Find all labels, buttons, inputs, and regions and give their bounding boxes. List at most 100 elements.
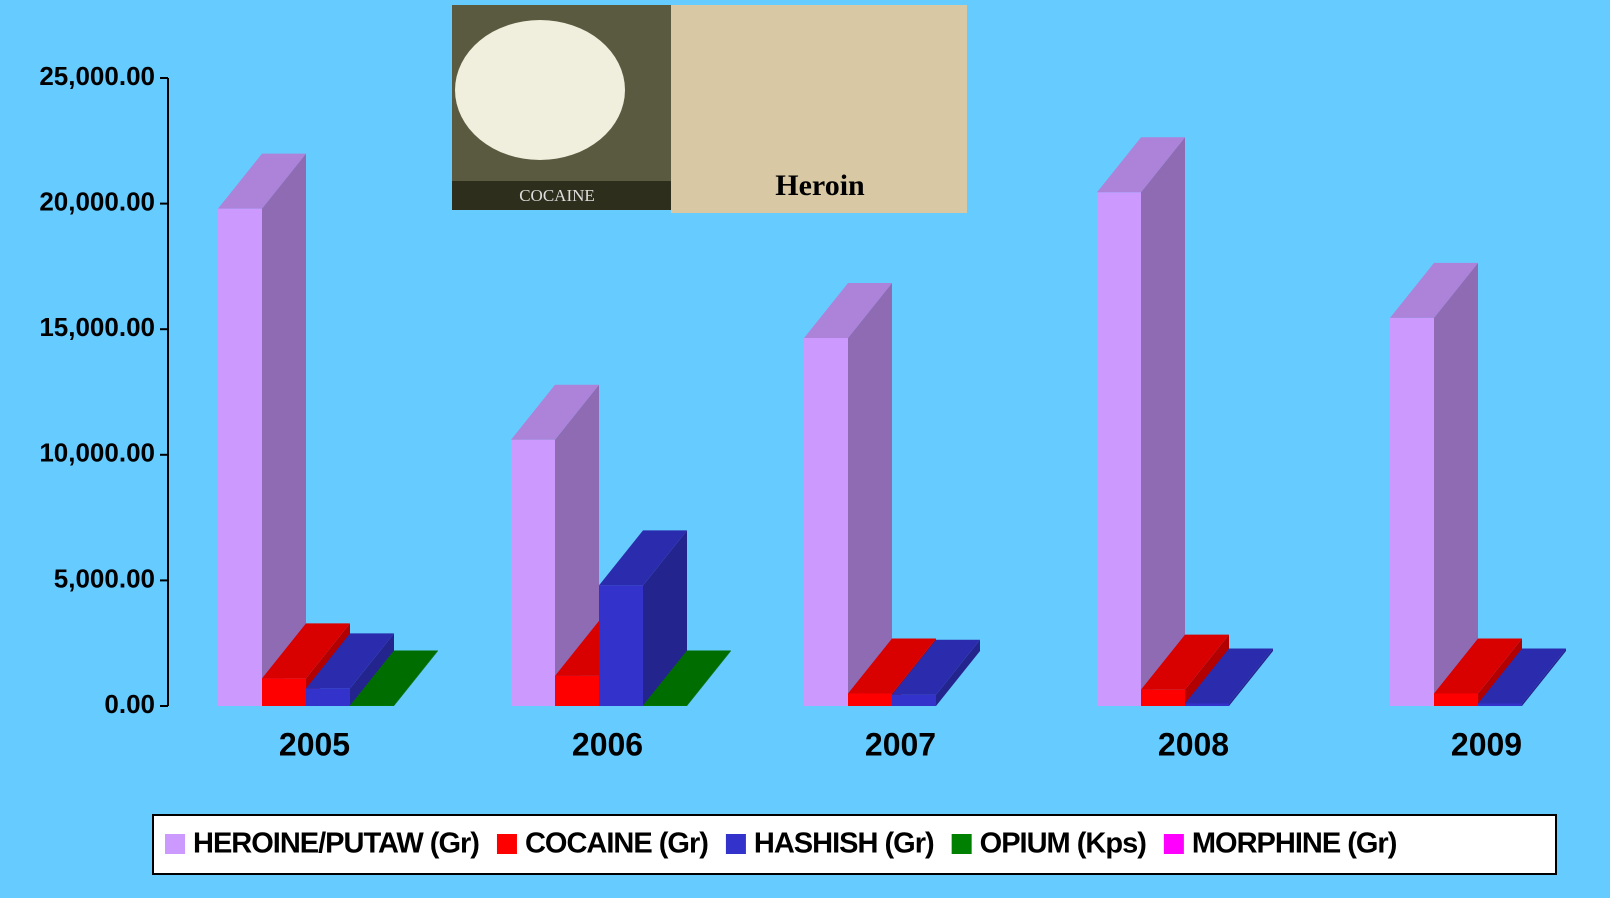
bar	[1478, 648, 1566, 706]
bar-side	[1522, 648, 1566, 706]
legend-label: OPIUM (Kps)	[980, 828, 1147, 860]
powder	[455, 20, 625, 160]
bar-top	[350, 650, 438, 706]
bar-side	[1434, 262, 1478, 706]
bar-side	[731, 651, 775, 706]
bar-top	[511, 384, 599, 440]
bar-side	[1141, 137, 1185, 706]
bar-front	[1478, 703, 1522, 706]
bar-side	[1478, 638, 1522, 706]
y-tick-label: 15,000.00	[39, 312, 155, 342]
bar-front	[1141, 689, 1185, 706]
bar-side	[1229, 648, 1273, 706]
bar-top	[1478, 648, 1566, 704]
bar-front	[511, 439, 555, 706]
image-label: COCAINE	[519, 186, 595, 205]
bar-top	[262, 623, 350, 679]
bar-side	[1566, 651, 1610, 706]
bar-top	[804, 282, 892, 338]
y-tick-label: 10,000.00	[39, 438, 155, 468]
bar-side	[350, 633, 394, 706]
y-tick-label: 25,000.00	[39, 61, 155, 91]
bar	[1024, 651, 1068, 706]
bar-front	[555, 675, 599, 706]
legend-swatch	[951, 834, 972, 854]
bar-side	[555, 384, 599, 706]
bar-top	[306, 633, 394, 689]
bar	[1185, 648, 1273, 706]
bar-side	[394, 650, 438, 706]
bar-front	[643, 705, 687, 706]
bar-side	[1024, 651, 1068, 706]
bar	[511, 384, 599, 706]
bar-top	[1390, 262, 1478, 318]
bar-front	[848, 693, 892, 706]
bar-side	[262, 153, 306, 706]
bar	[1141, 634, 1229, 706]
bar-front	[1097, 192, 1141, 706]
bar	[643, 650, 731, 706]
bar	[1434, 638, 1522, 706]
bar-top	[1434, 638, 1522, 694]
bar-front	[892, 694, 936, 706]
legend-label: HASHISH (Gr)	[754, 828, 934, 860]
bar	[350, 650, 438, 706]
bar-front	[262, 678, 306, 706]
legend-swatch	[496, 834, 517, 854]
bar-front	[1434, 693, 1478, 706]
bar-front	[1390, 317, 1434, 706]
bar-side	[687, 650, 731, 706]
image-label: Heroin	[775, 169, 865, 202]
bar-top	[848, 638, 936, 694]
bar-front	[599, 585, 643, 706]
bar-top	[1141, 634, 1229, 690]
bar	[1273, 651, 1317, 706]
bar-front	[804, 337, 848, 706]
legend-swatch	[725, 834, 746, 854]
legend-label: HEROINE/PUTAW (Gr)	[193, 828, 479, 860]
bar	[218, 153, 306, 706]
bar-front	[218, 208, 262, 706]
legend-box	[152, 814, 1557, 875]
bar-top	[1185, 648, 1273, 704]
y-tick-label: 5,000.00	[54, 563, 155, 593]
heroin-photo	[671, 5, 967, 213]
bar	[306, 633, 394, 706]
legend-label: MORPHINE (Gr)	[1192, 828, 1397, 860]
bar-top	[892, 639, 980, 695]
bar	[1317, 651, 1361, 706]
caption-band	[452, 181, 671, 210]
y-tick-label: 0.00	[104, 689, 155, 719]
bar	[892, 639, 980, 706]
legend-swatch	[165, 834, 185, 854]
bar-top	[218, 153, 306, 209]
bar-top	[599, 530, 687, 586]
bar-side	[1273, 651, 1317, 706]
bar	[804, 282, 892, 706]
bar	[1390, 262, 1478, 706]
bar-top	[1097, 137, 1185, 193]
photo-inset: COCAINE Heroin	[452, 5, 967, 213]
bar-side	[980, 651, 1024, 706]
x-tick-label: 2005	[279, 726, 350, 762]
bar-side	[643, 530, 687, 706]
bar	[731, 651, 775, 706]
bar-top	[643, 650, 731, 706]
bar	[980, 651, 1024, 706]
bar	[599, 530, 687, 706]
y-tick-label: 20,000.00	[39, 186, 155, 216]
x-tick-label: 2006	[572, 726, 643, 762]
legend-label: COCAINE (Gr)	[525, 828, 708, 860]
bar-front	[1185, 703, 1229, 706]
x-tick-label: 2007	[865, 726, 936, 762]
legend-swatch	[1163, 834, 1184, 854]
bar-front	[350, 705, 394, 706]
bar-side	[438, 651, 482, 706]
bar	[1097, 137, 1185, 706]
bar-front	[306, 688, 350, 706]
bar-side	[1185, 634, 1229, 706]
bar	[1566, 651, 1610, 706]
bar-side	[848, 282, 892, 706]
x-tick-label: 2008	[1158, 726, 1229, 762]
